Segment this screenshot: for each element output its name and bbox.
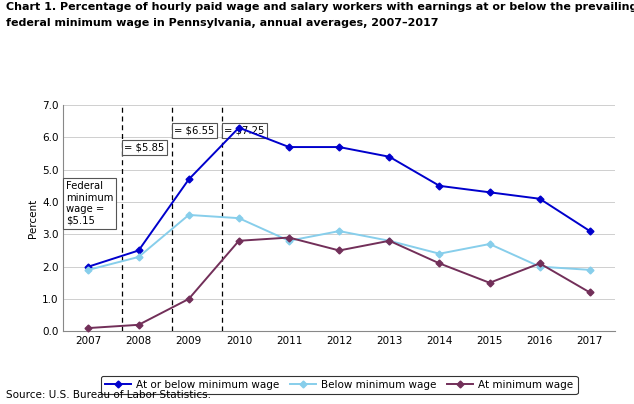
Y-axis label: Percent: Percent: [28, 198, 38, 238]
Text: = $6.55: = $6.55: [174, 126, 214, 136]
Text: = $7.25: = $7.25: [224, 126, 265, 136]
Text: Source: U.S. Bureau of Labor Statistics.: Source: U.S. Bureau of Labor Statistics.: [6, 390, 211, 400]
Text: Federal
minimum
wage =
$5.15: Federal minimum wage = $5.15: [66, 181, 113, 226]
Text: Chart 1. Percentage of hourly paid wage and salary workers with earnings at or b: Chart 1. Percentage of hourly paid wage …: [6, 2, 634, 12]
Text: = $5.85: = $5.85: [124, 142, 164, 152]
Legend: At or below minimum wage, Below minimum wage, At minimum wage: At or below minimum wage, Below minimum …: [101, 376, 578, 394]
Text: federal minimum wage in Pennsylvania, annual averages, 2007–2017: federal minimum wage in Pennsylvania, an…: [6, 18, 439, 28]
